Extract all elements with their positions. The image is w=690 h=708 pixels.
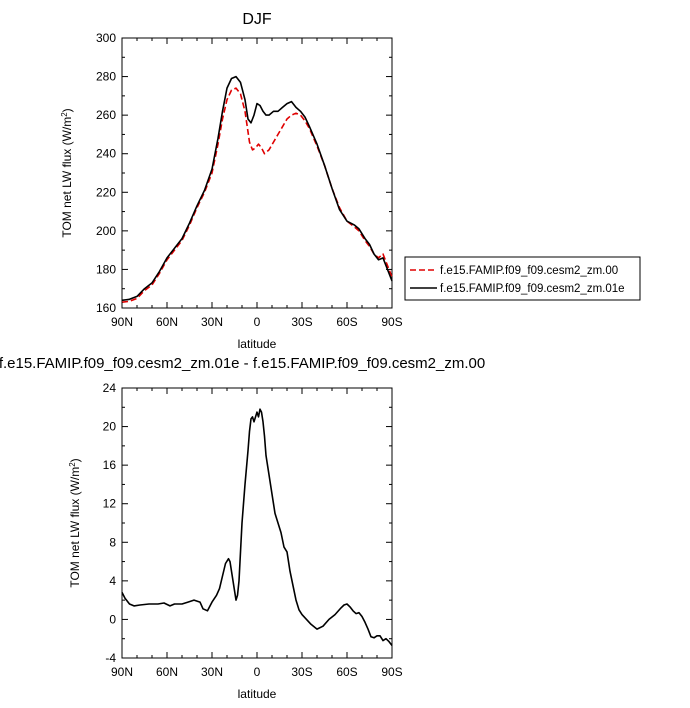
x-tick-label: 90S	[381, 315, 402, 329]
y-tick-label: 280	[96, 70, 116, 84]
x-tick-label: 90S	[381, 665, 402, 679]
x-tick-label: 60S	[336, 665, 357, 679]
y-tick-label: 4	[109, 574, 116, 588]
y-tick-label: 220	[96, 185, 116, 199]
legend-entry-00: f.e15.FAMIP.f09_f09.cesm2_zm.00	[440, 265, 618, 277]
y-axis-ticks: 160 180 200 220 240 260 280 300	[96, 31, 392, 315]
series-line-solid	[121, 75, 393, 302]
x-axis-label: latitude	[238, 337, 277, 351]
legend-entry-01e: f.e15.FAMIP.f09_f09.cesm2_zm.01e	[440, 283, 625, 295]
y-axis-label: TOM net LW flux (W/m2)	[68, 458, 82, 587]
difference-panel: f.e15.FAMIP.f09_f09.cesm2_zm.01e - f.e15…	[0, 355, 485, 701]
y-tick-label: 12	[103, 497, 117, 511]
y-tick-label: 240	[96, 147, 116, 161]
series-line-solid	[121, 408, 393, 646]
y-tick-label: 24	[103, 381, 117, 395]
y-tick-label: 200	[96, 224, 116, 238]
x-tick-label: 60N	[156, 665, 178, 679]
x-tick-label: 0	[254, 315, 261, 329]
x-tick-label: 60N	[156, 315, 178, 329]
y-tick-label: 16	[103, 458, 117, 472]
x-tick-label: 30S	[291, 665, 312, 679]
difference-title: f.e15.FAMIP.f09_f09.cesm2_zm.01e - f.e15…	[0, 355, 485, 372]
series-group	[121, 408, 393, 646]
x-tick-label: 60S	[336, 315, 357, 329]
x-tick-label: 90N	[111, 665, 133, 679]
y-axis-label-text: TOM net LW flux (W/m	[60, 117, 74, 238]
x-tick-label: 30S	[291, 315, 312, 329]
y-tick-label: 8	[109, 535, 116, 549]
y-axis-label-superscript: 2	[60, 112, 69, 117]
y-axis-label-superscript: 2	[68, 462, 77, 467]
series-group	[121, 75, 393, 303]
y-axis-label-text: TOM net LW flux (W/m	[68, 467, 82, 588]
y-axis-label-close: )	[60, 108, 74, 112]
x-axis-ticks: 90N 60N 30N 0 30S 60S 90S	[111, 38, 403, 329]
y-tick-label: 20	[103, 420, 117, 434]
x-tick-label: 30N	[201, 665, 223, 679]
x-tick-label: 90N	[111, 315, 133, 329]
y-tick-label: -4	[105, 651, 116, 665]
y-tick-label: 0	[109, 612, 116, 626]
x-axis-ticks: 90N 60N 30N 0 30S 60S 90S	[111, 388, 403, 679]
chart-title: DJF	[242, 11, 272, 28]
y-tick-label: 300	[96, 31, 116, 45]
y-axis-label-close: )	[68, 458, 82, 462]
y-axis-label: TOM net LW flux (W/m2)	[60, 108, 74, 237]
y-axis-ticks: -4 0 4 8 12 16 20 24	[103, 381, 392, 665]
x-tick-label: 30N	[201, 315, 223, 329]
series-line-dashed	[121, 87, 393, 303]
legend-frame	[404, 256, 641, 301]
x-tick-label: 0	[254, 665, 261, 679]
y-tick-label: 180	[96, 262, 116, 276]
plot-area-frame	[121, 387, 393, 659]
legend: f.e15.FAMIP.f09_f09.cesm2_zm.00 f.e15.FA…	[404, 256, 641, 301]
y-tick-label: 260	[96, 108, 116, 122]
mean-flux-panel: DJF 160 180 200 220 240 260 280 300 90N 60N 30N 0 3…	[60, 11, 641, 329]
x-axis-label: latitude	[238, 687, 277, 701]
y-tick-label: 160	[96, 301, 116, 315]
